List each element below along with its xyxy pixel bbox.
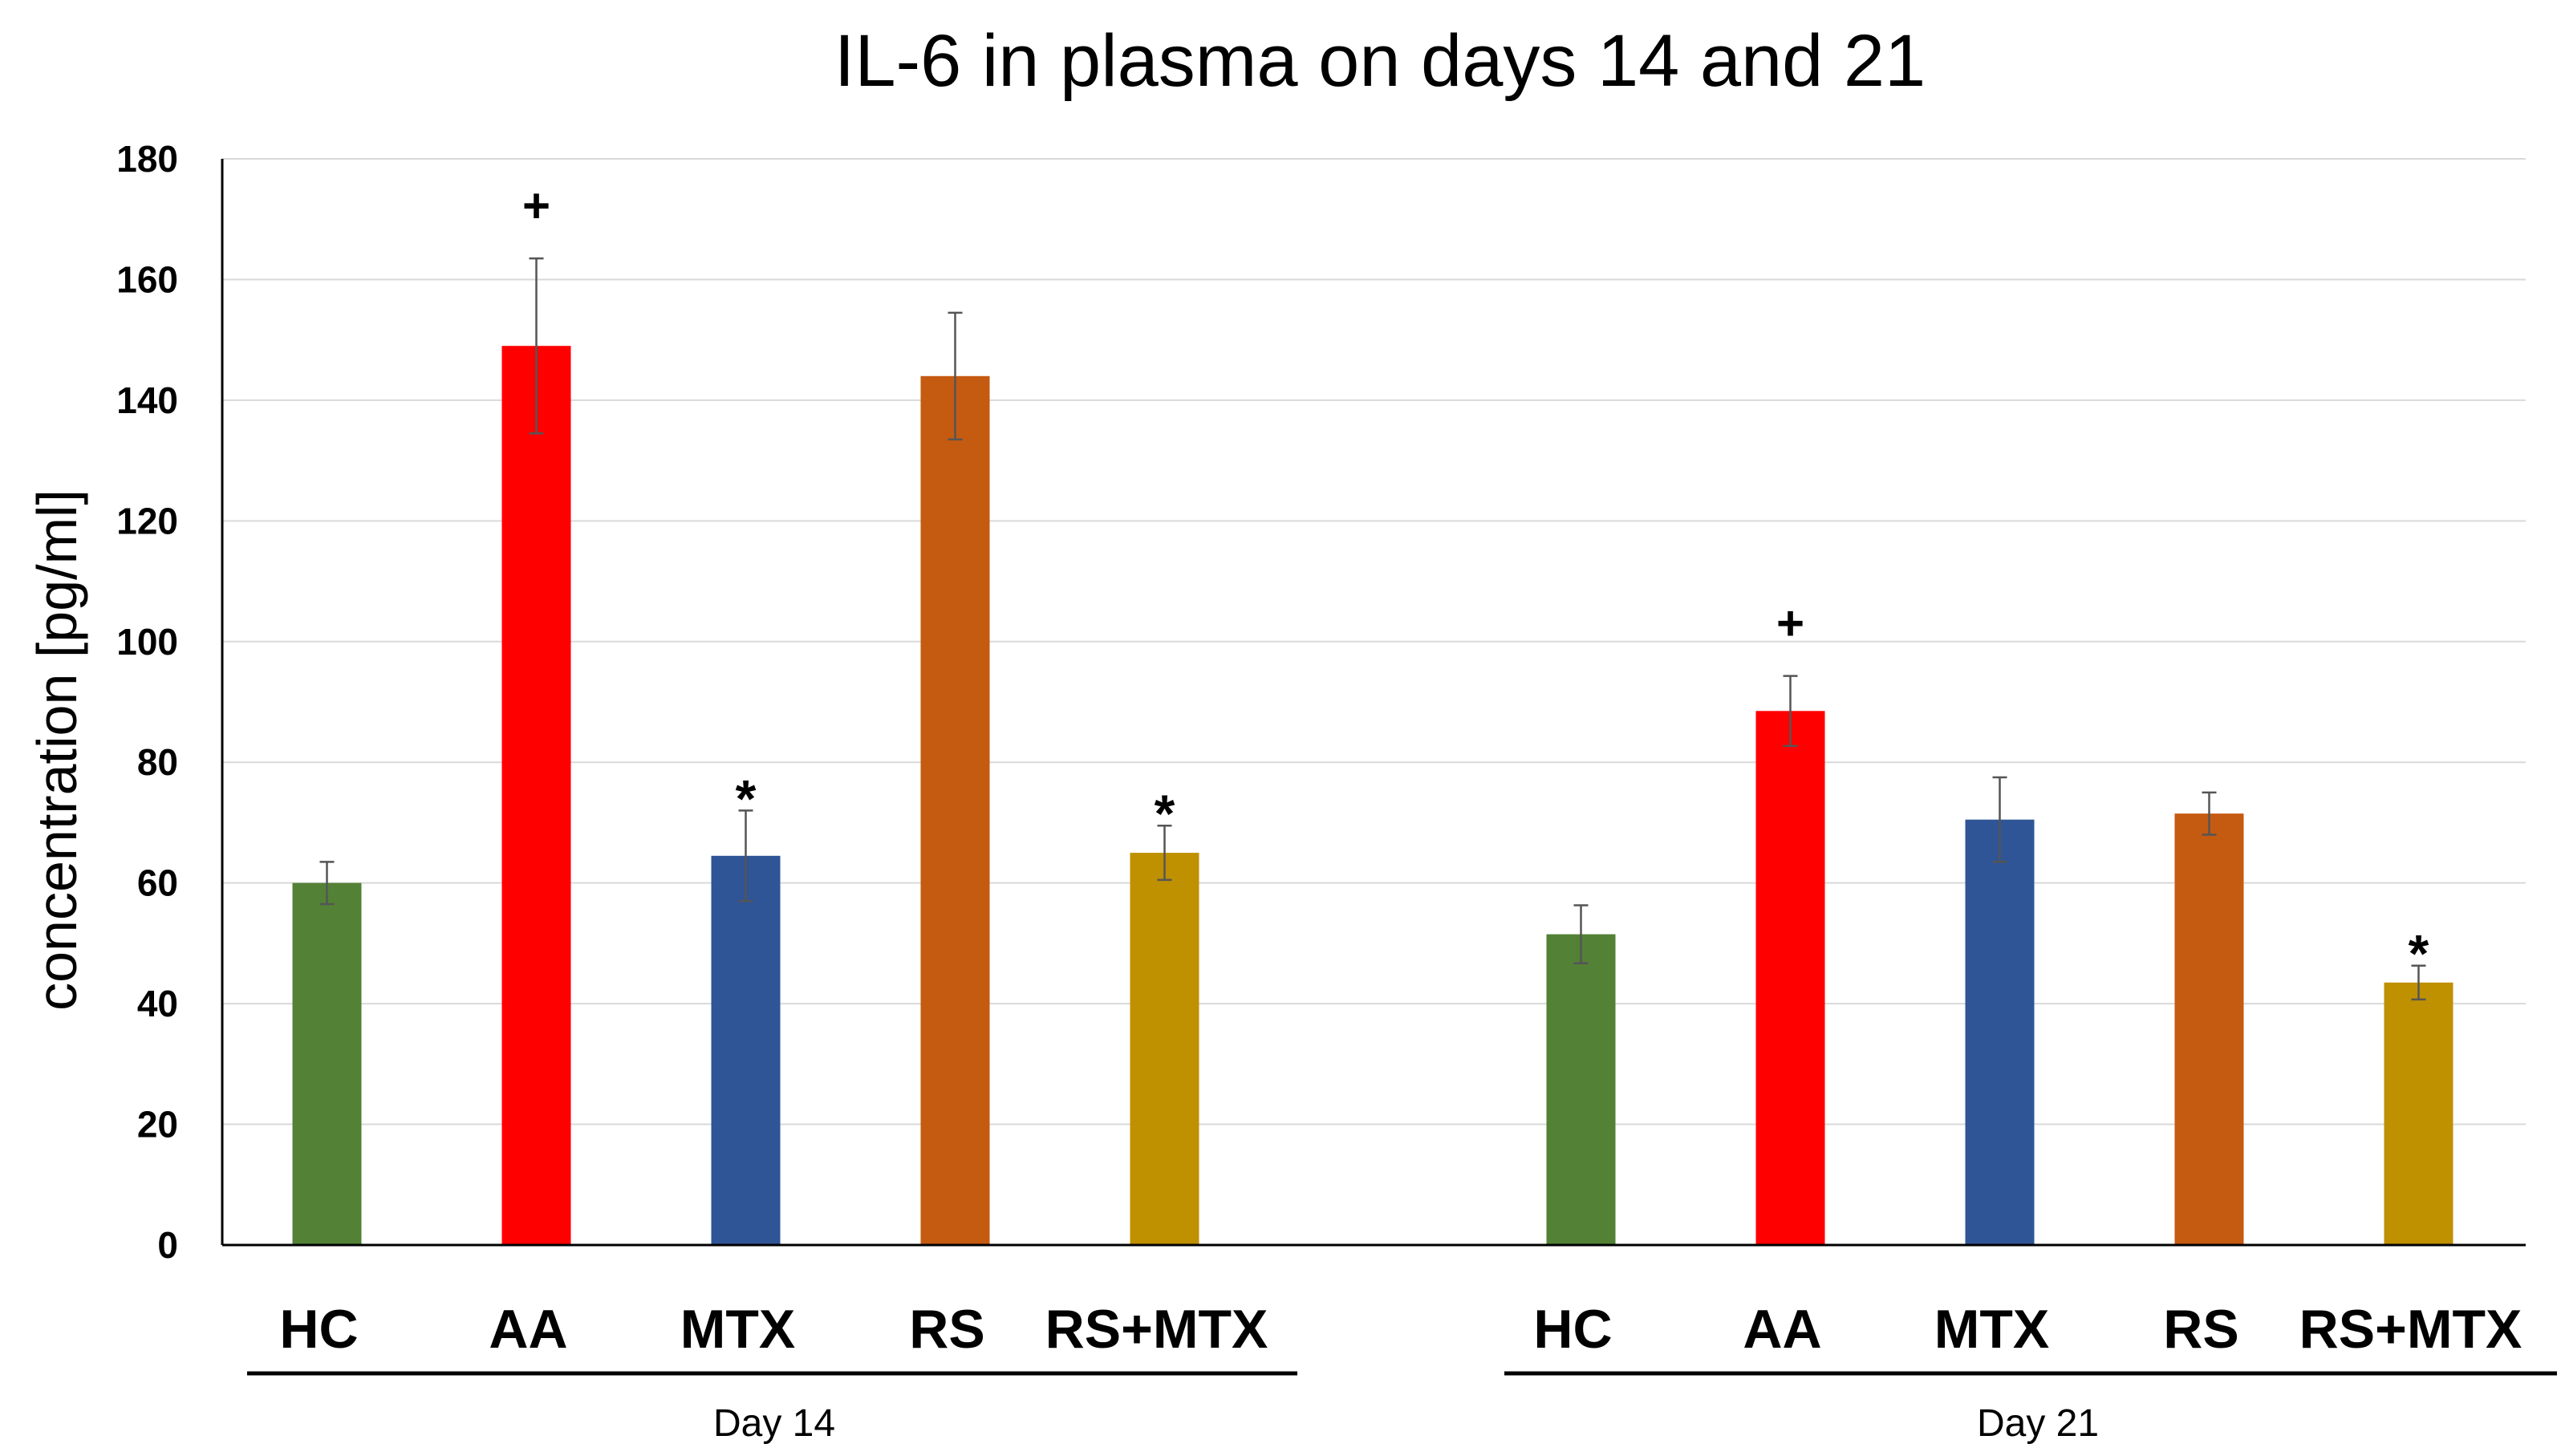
bars: + * * + * xyxy=(292,179,2453,1245)
significance-marker: + xyxy=(522,179,550,233)
group-label: Day 14 xyxy=(713,1402,835,1445)
bar-day21-rs xyxy=(2174,813,2244,1245)
y-axis-label: concentration [pg/ml] xyxy=(26,489,88,1011)
significance-marker: * xyxy=(736,769,757,828)
category-label: RS+MTX xyxy=(2299,1299,2522,1360)
category-labels: HC AA MTX RS RS+MTX Day 14 HC AA MTX RS RS+MTX Day … xyxy=(247,1299,2557,1445)
y-tick-label: 80 xyxy=(137,741,178,783)
chart-title: IL-6 in plasma on days 14 and 21 xyxy=(834,20,1926,102)
y-tick-label: 0 xyxy=(157,1224,178,1266)
y-tick-label: 120 xyxy=(116,500,178,541)
bar-day14-rs xyxy=(920,375,990,1245)
bar-day14-rs-mtx xyxy=(1130,853,1199,1245)
bar-day21-mtx xyxy=(1965,819,2035,1245)
y-tick-label: 140 xyxy=(116,379,178,421)
category-label: RS+MTX xyxy=(1045,1299,1268,1360)
significance-marker: * xyxy=(1155,784,1175,843)
category-label: RS xyxy=(909,1299,984,1360)
category-label: AA xyxy=(489,1299,567,1360)
category-label: MTX xyxy=(1934,1299,2050,1360)
significance-marker: * xyxy=(2409,924,2429,984)
category-label: MTX xyxy=(680,1299,796,1360)
bar-day14-hc xyxy=(292,882,362,1245)
y-tick-label: 160 xyxy=(116,258,178,300)
y-tick-label: 40 xyxy=(137,983,178,1024)
y-tick-label: 100 xyxy=(116,621,178,663)
category-label: RS xyxy=(2163,1299,2238,1360)
y-tick-label: 60 xyxy=(137,862,178,904)
category-label: HC xyxy=(1533,1299,1612,1360)
category-label: AA xyxy=(1743,1299,1821,1360)
group-label: Day 21 xyxy=(1977,1402,2099,1445)
y-tick-label: 180 xyxy=(116,138,178,180)
y-axis-ticks: 0 20 40 60 80 100 120 140 160 180 xyxy=(116,138,178,1266)
bar-day21-hc xyxy=(1546,934,1616,1245)
bar-day21-aa xyxy=(1755,711,1825,1245)
gridlines xyxy=(222,158,2526,1125)
bar-day21-rs-mtx xyxy=(2384,982,2453,1245)
y-tick-label: 20 xyxy=(137,1104,178,1146)
axes xyxy=(221,159,2526,1247)
bar-day14-mtx xyxy=(711,855,781,1245)
bar-day14-aa xyxy=(501,346,571,1245)
category-label: HC xyxy=(279,1299,358,1360)
significance-marker: + xyxy=(1776,597,1804,651)
